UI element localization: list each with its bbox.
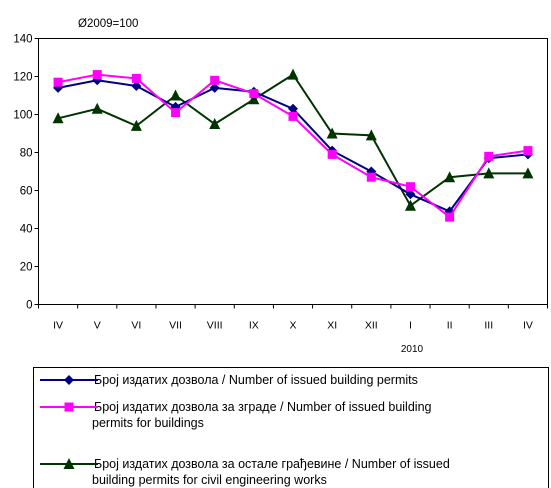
legend-item-all-permits: Број издатих дозвола / Number of issued … — [34, 372, 544, 388]
data-point — [248, 93, 260, 105]
data-point — [483, 167, 495, 179]
legend-swatch-diamond — [40, 375, 98, 385]
line-chart: Ø2009=100 0 20 40 60 80 100 120 140 IV V VI VII VII… — [13, 18, 548, 355]
data-point — [91, 102, 103, 114]
x-axis: IV V VI VII VIII IX X XI XII I II III IV — [38, 304, 548, 332]
series-square — [53, 70, 533, 222]
y-tick-label: 140 — [13, 34, 32, 46]
x-tick-label: II — [447, 320, 453, 332]
data-point — [52, 112, 64, 124]
data-point — [92, 70, 102, 80]
y-tick-label: 60 — [20, 186, 33, 198]
series-line — [57, 73, 528, 208]
data-point — [484, 151, 494, 161]
data-point — [404, 199, 416, 211]
legend-swatch-square — [40, 402, 98, 412]
data-point — [171, 108, 181, 118]
data-point — [210, 75, 220, 85]
data-point — [327, 149, 337, 159]
series-line — [57, 79, 529, 213]
x-tick-label: IV — [523, 320, 533, 332]
x-tick-label: V — [94, 320, 101, 332]
data-point — [209, 118, 221, 129]
y-tick-label: 100 — [13, 110, 32, 122]
data-point — [170, 89, 182, 101]
y-tick-label: 40 — [20, 224, 33, 236]
legend: Број издатих дозвола / Number of issued … — [33, 367, 549, 488]
data-point — [366, 172, 376, 182]
data-point — [444, 171, 456, 183]
x-tick-label: IX — [249, 320, 259, 332]
series-triangle — [52, 68, 534, 211]
y-axis: 0 20 40 60 80 100 120 140 — [13, 34, 39, 312]
x-tick-label: VIII — [207, 320, 223, 332]
y-tick-label: 20 — [20, 262, 33, 274]
x-tick-label: X — [289, 320, 296, 332]
legend-label: Број издатих дозвола за остале грађевине… — [92, 457, 450, 487]
data-point — [523, 146, 533, 156]
legend-label: Број издатих дозвола / Number of issued … — [94, 373, 418, 387]
series-line — [57, 73, 529, 219]
data-point — [131, 81, 142, 91]
data-point — [130, 119, 142, 131]
x-tick-label: III — [484, 320, 493, 332]
series-layer — [52, 68, 534, 222]
x-tick-label: XI — [327, 320, 337, 332]
x-axis-year-label: 2010 — [401, 344, 424, 355]
data-point — [287, 68, 299, 80]
data-point — [405, 189, 416, 200]
data-point — [326, 127, 338, 139]
data-point — [522, 167, 534, 179]
data-point — [365, 129, 377, 141]
y-tick-label: 0 — [26, 300, 32, 312]
x-tick-label: XII — [365, 320, 378, 332]
x-tick-label: VII — [169, 320, 182, 332]
data-point — [288, 111, 298, 121]
legend-label: Број издатих дозвола за зграде / Number … — [92, 400, 432, 430]
y-tick-label: 80 — [20, 148, 33, 160]
x-tick-label: VI — [131, 320, 141, 332]
y-tick-label: 120 — [13, 72, 32, 84]
series-diamond — [53, 75, 533, 217]
x-tick-label: I — [409, 320, 412, 332]
data-point — [405, 182, 415, 192]
data-point — [209, 82, 220, 93]
legend-item-civil-works: Број издатих дозвола за остале грађевине… — [34, 456, 544, 488]
data-point — [131, 73, 141, 83]
x-tick-label: IV — [53, 320, 63, 332]
data-point — [249, 89, 259, 99]
data-point — [445, 212, 455, 222]
chart-title: Ø2009=100 — [78, 18, 138, 30]
legend-item-buildings: Број издатих дозвола за зграде / Number … — [34, 399, 544, 431]
legend-swatch-triangle — [40, 458, 98, 469]
plot-area-border — [38, 38, 548, 305]
data-point — [288, 103, 298, 114]
data-point — [53, 77, 63, 87]
